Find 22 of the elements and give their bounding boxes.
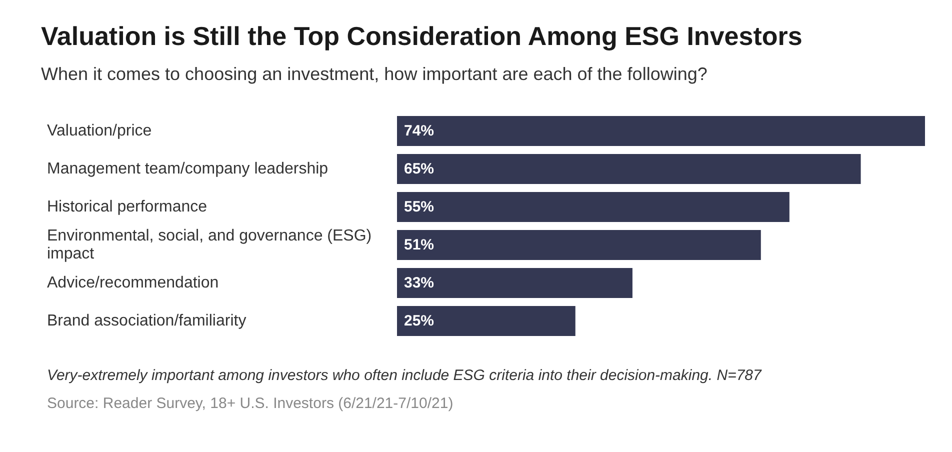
y-tick-label: Brand association/familiarity (47, 312, 246, 330)
bar (397, 306, 576, 336)
chart-title: Valuation is Still the Top Consideration Among ESG Investors (41, 21, 802, 51)
data-label: 65% (404, 160, 434, 178)
bar (397, 116, 925, 146)
data-label: 74% (404, 122, 434, 140)
y-tick-label: Advice/recommendation (47, 274, 219, 292)
source-note: Source: Reader Survey, 18+ U.S. Investors (6/21/21-7/10/21) (47, 395, 454, 412)
bar (397, 230, 761, 260)
data-label: 33% (404, 274, 434, 292)
y-tick-label: Management team/company leadership (47, 160, 328, 178)
bar (397, 192, 790, 222)
text: Very-extremely important among investors who often include ESG criteria into their decision-making. N=787 (47, 367, 762, 384)
bar (397, 154, 861, 184)
y-tick-label: Environmental, social, and governance (ESG) impact (47, 228, 376, 262)
data-label: 51% (404, 236, 434, 254)
bar (397, 268, 632, 298)
y-tick-label: Valuation/price (47, 122, 152, 140)
chart-subtitle: When it comes to choosing an investment, how important are each of the following? (41, 64, 708, 84)
y-tick-label: Historical performance (47, 198, 208, 216)
data-label: 55% (404, 198, 434, 216)
data-label: 25% (404, 312, 434, 330)
